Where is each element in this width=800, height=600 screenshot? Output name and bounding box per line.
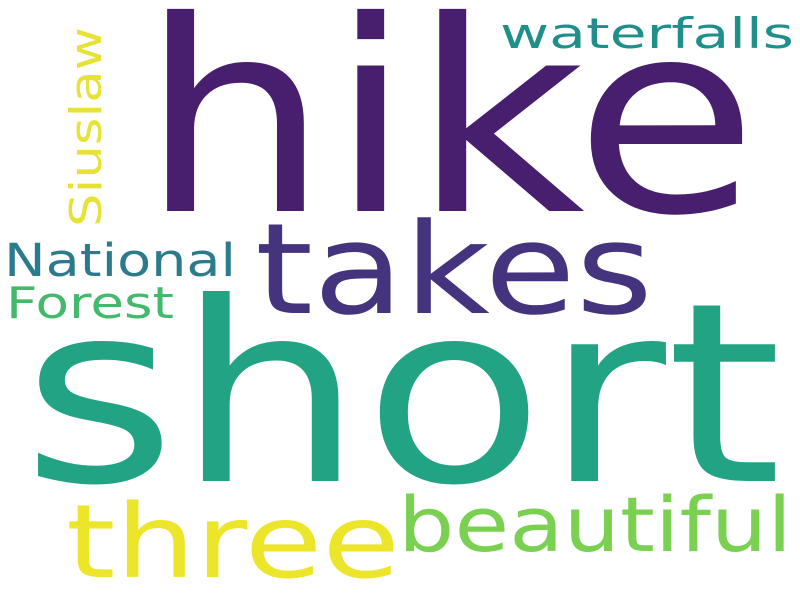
word-short: short xyxy=(22,249,782,540)
word-national: National xyxy=(4,234,236,287)
word-forest: Forest xyxy=(6,278,174,329)
word-takes: takes xyxy=(255,196,653,343)
word-hike: hike xyxy=(140,0,758,274)
word-siuslaw: Siuslaw xyxy=(61,27,112,227)
word-three: three xyxy=(66,483,400,600)
word-waterfalls: waterfalls xyxy=(500,9,794,58)
word-beautiful: beautiful xyxy=(398,480,792,569)
